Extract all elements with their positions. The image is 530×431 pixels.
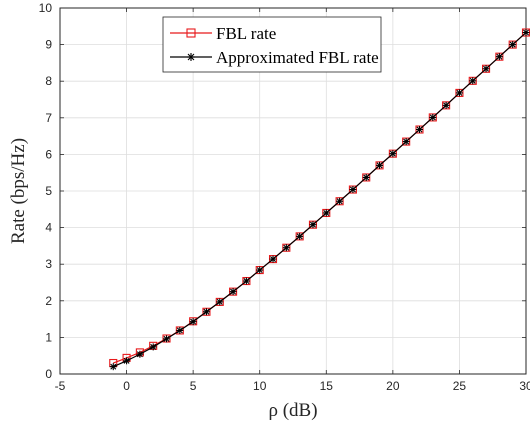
- legend: FBL rate Approximated FBL rate: [162, 16, 382, 73]
- y-axis-label: Rate (bps/Hz): [8, 138, 29, 244]
- data-point-asterisk: [189, 318, 197, 326]
- series-fbl-rate: [109, 28, 530, 368]
- data-point-asterisk: [509, 41, 517, 49]
- data-point-asterisk: [349, 186, 357, 194]
- data-point-asterisk: [123, 357, 131, 365]
- legend-box: [162, 16, 382, 73]
- data-point-asterisk: [109, 363, 117, 371]
- data-point-asterisk: [376, 161, 384, 169]
- x-tick-label: 10: [253, 379, 267, 393]
- data-point-asterisk: [482, 65, 490, 73]
- data-point-asterisk: [495, 53, 503, 61]
- y-tick-label: 7: [45, 111, 52, 125]
- y-tick-label: 6: [45, 147, 52, 161]
- legend-label-approx-fbl-rate: Approximated FBL rate: [216, 48, 379, 67]
- y-tick-label: 3: [45, 257, 52, 271]
- x-tick-label: 0: [123, 379, 130, 393]
- data-point-asterisk: [136, 350, 144, 358]
- y-tick-label: 8: [45, 74, 52, 88]
- x-tick-label: 5: [190, 379, 197, 393]
- y-tick-label: 1: [45, 330, 52, 344]
- data-point-asterisk: [282, 244, 290, 252]
- y-tick-label: 2: [45, 294, 52, 308]
- data-series: [109, 28, 530, 371]
- data-point-asterisk: [242, 277, 250, 285]
- data-point-asterisk: [202, 308, 210, 316]
- data-point-asterisk: [216, 298, 224, 306]
- series-approximated-fbl-rate: [109, 29, 530, 371]
- x-tick-label: 30: [519, 379, 530, 393]
- y-tick-label: 0: [45, 367, 52, 381]
- data-point-asterisk: [469, 77, 477, 85]
- data-point-asterisk: [269, 255, 277, 263]
- legend-marker-square: [186, 28, 196, 38]
- data-point-asterisk: [322, 209, 330, 217]
- x-tick-label: 15: [320, 379, 334, 393]
- x-tick-label: 20: [386, 379, 400, 393]
- data-point-asterisk: [176, 326, 184, 334]
- y-tick-label: 4: [45, 221, 52, 235]
- data-point-asterisk: [415, 126, 423, 134]
- legend-marker-asterisk: [187, 53, 195, 61]
- data-point-asterisk: [402, 138, 410, 146]
- data-point-asterisk: [309, 221, 317, 229]
- x-tick-label: -5: [55, 379, 66, 393]
- data-point-asterisk: [442, 101, 450, 109]
- data-point-asterisk: [256, 266, 264, 274]
- series-line: [113, 32, 527, 368]
- y-tick-label: 5: [45, 184, 52, 198]
- y-tick-label: 10: [39, 1, 53, 15]
- data-point-asterisk: [229, 288, 237, 296]
- data-point-asterisk: [336, 197, 344, 205]
- data-point-asterisk: [149, 343, 157, 351]
- data-point-asterisk: [522, 29, 530, 37]
- data-point-asterisk: [389, 150, 397, 158]
- x-axis-label: ρ (dB): [268, 400, 317, 421]
- data-point-asterisk: [362, 173, 370, 181]
- x-tick-label: 25: [453, 379, 467, 393]
- data-point-asterisk: [296, 232, 304, 240]
- data-point-asterisk: [429, 113, 437, 121]
- data-point-asterisk: [455, 89, 463, 97]
- series-line: [113, 32, 527, 364]
- data-point-asterisk: [163, 335, 171, 343]
- legend-label-fbl-rate: FBL rate: [216, 24, 276, 43]
- y-tick-label: 9: [45, 38, 52, 52]
